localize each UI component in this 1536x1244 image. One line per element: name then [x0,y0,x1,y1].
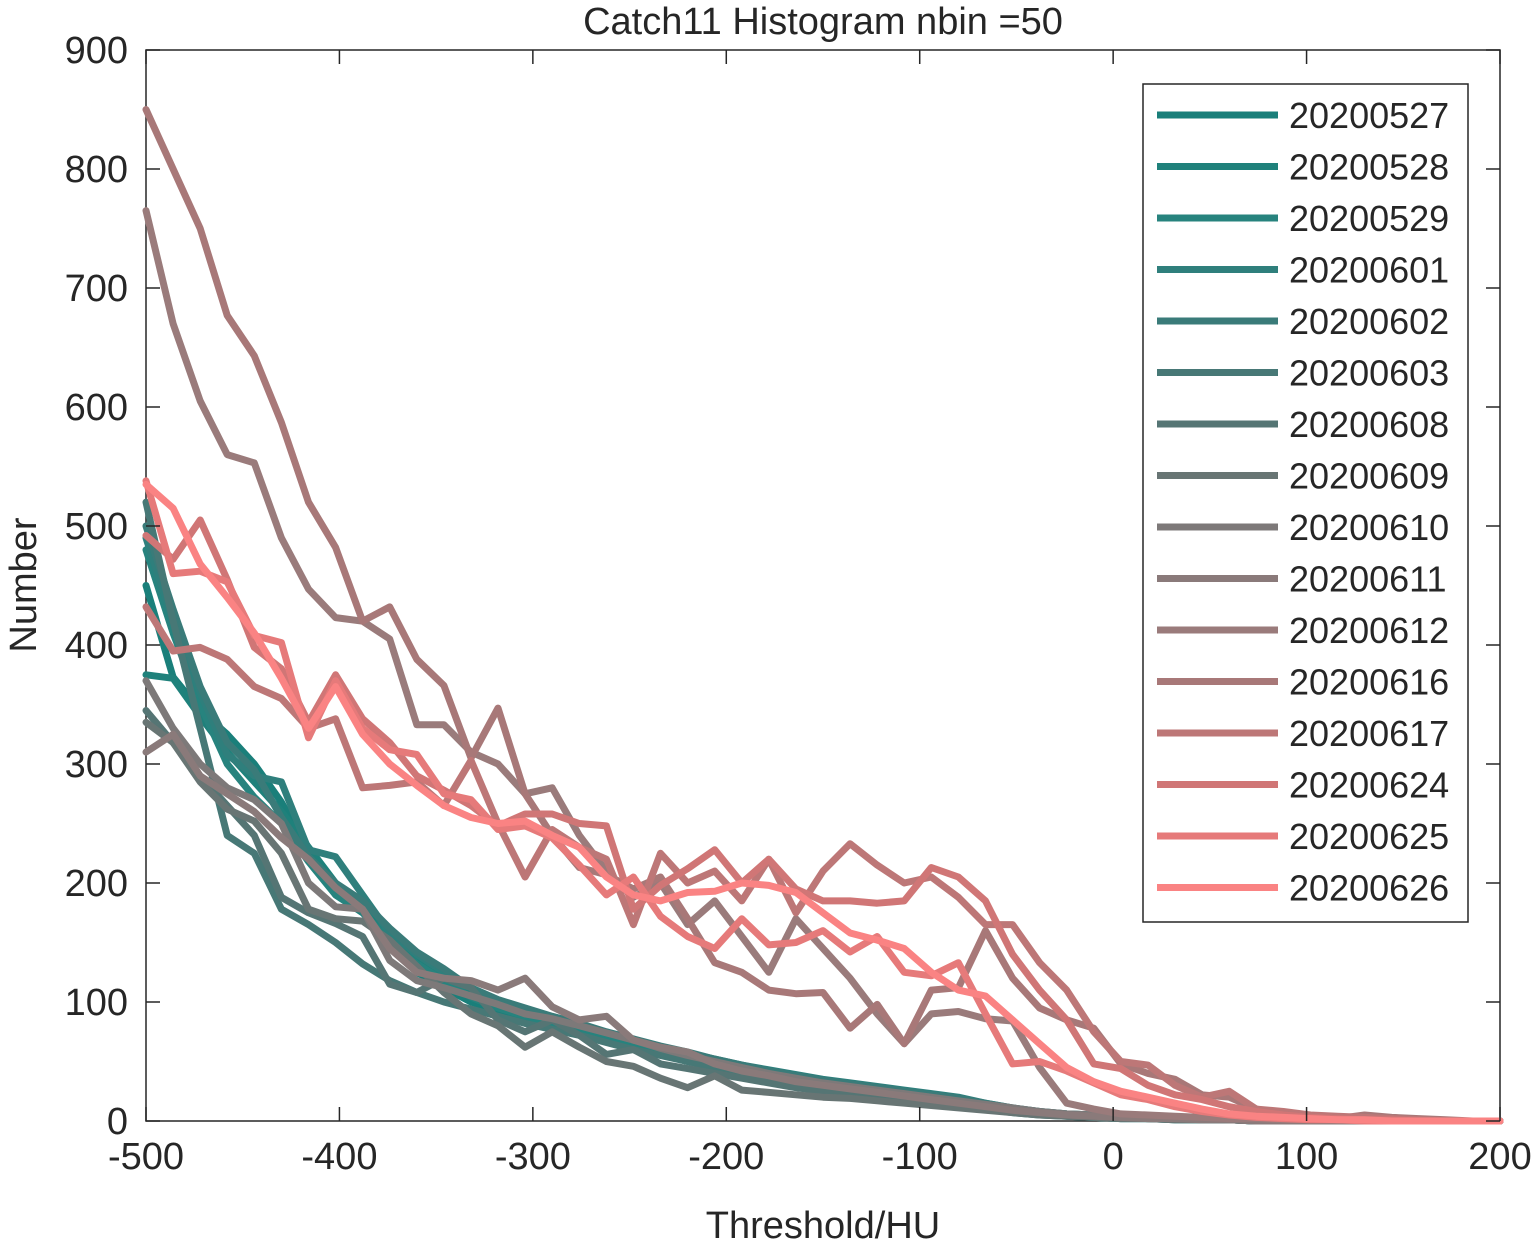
x-axis-label: Threshold/HU [706,1205,940,1244]
y-tick-label: 900 [65,30,128,72]
x-tick-label: -400 [301,1136,377,1178]
legend-label: 20200527 [1289,95,1449,136]
x-tick-label: -500 [108,1136,184,1178]
y-axis-label: Number [3,517,45,652]
y-tick-label: 500 [65,506,128,548]
y-tick-label: 100 [65,982,128,1024]
legend-label: 20200617 [1289,713,1449,754]
y-tick-label: 0 [107,1101,128,1143]
legend-label: 20200612 [1289,610,1449,651]
legend-label: 20200611 [1289,559,1447,600]
y-tick-label: 300 [65,744,128,786]
y-tick-label: 700 [65,268,128,310]
x-tick-label: 100 [1275,1136,1338,1178]
series-layer [142,106,1504,1125]
legend-label: 20200528 [1289,147,1449,188]
y-tick-label: 400 [65,625,128,667]
legend-label: 20200626 [1289,868,1449,909]
series-line-20200626 [142,480,1504,1125]
chart-title: Catch11 Histogram nbin =50 [583,1,1063,43]
legend-label: 20200610 [1289,507,1449,548]
legend-label: 20200601 [1289,250,1449,291]
legend-label: 20200608 [1289,404,1449,445]
x-tick-label: -100 [882,1136,958,1178]
x-tick-label: -300 [495,1136,571,1178]
x-tick-label: 200 [1468,1136,1531,1178]
legend: 20200527 20200528 20200529 20200601 20200602… [1142,83,1469,923]
legend-label: 20200624 [1289,765,1449,806]
legend-label: 20200603 [1289,353,1449,394]
y-tick-label: 800 [65,149,128,191]
y-tick-label: 200 [65,863,128,905]
legend-label: 20200602 [1289,301,1449,342]
legend-label: 20200625 [1289,816,1449,857]
x-tick-label: 0 [1103,1136,1124,1178]
legend-label: 20200529 [1289,198,1449,239]
legend-label: 20200616 [1289,662,1449,703]
y-tick-label: 600 [65,387,128,429]
legend-label: 20200609 [1289,456,1449,497]
axes-layer: -500 -400 -300 -200 -100 0 100 200 0 100 200 300 400… [65,30,1532,1178]
x-tick-label: -200 [688,1136,764,1178]
